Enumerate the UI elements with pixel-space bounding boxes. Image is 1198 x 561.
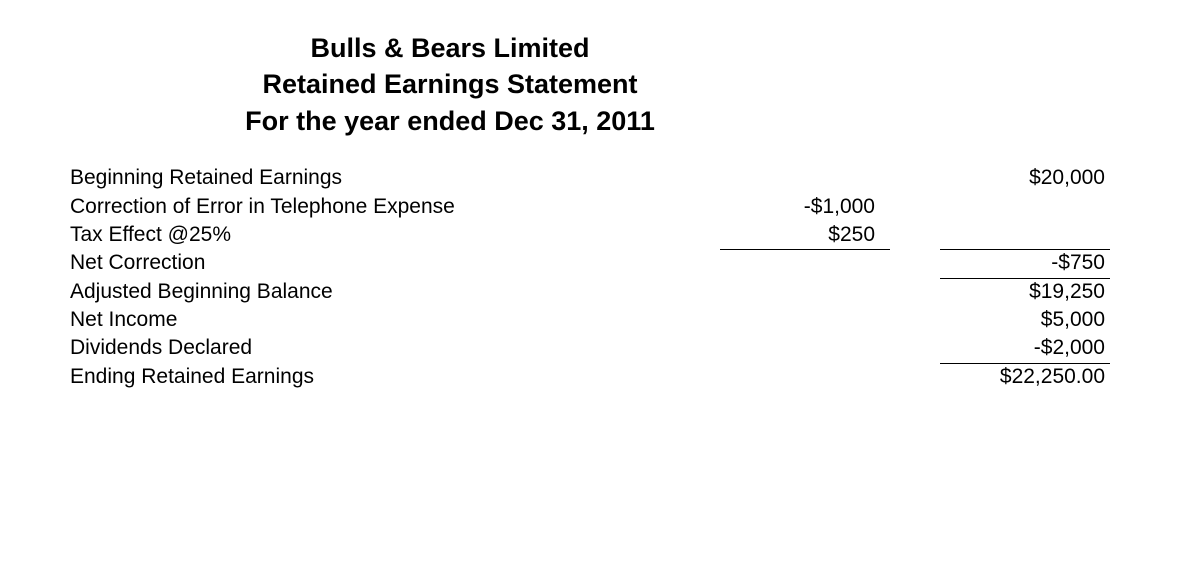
label: Tax Effect @25% [70,221,670,249]
col1 [670,363,890,391]
total-rule [940,363,1110,364]
row-dividends: Dividends Declared -$2,000 [70,334,1128,362]
company-name: Bulls & Bears Limited [200,30,700,66]
value: -$750 [1051,251,1105,274]
value: $22,250.00 [1000,365,1105,388]
col2: $20,000 [890,164,1110,192]
row-netincome: Net Income $5,000 [70,306,1128,334]
col1 [670,334,890,362]
col2 [890,193,1110,221]
col1 [670,278,890,306]
value: $19,250 [1029,280,1105,303]
row-adjusted: Adjusted Beginning Balance $19,250 [70,278,1128,306]
col1 [670,249,890,277]
col2: $19,250 [890,278,1110,306]
label: Dividends Declared [70,334,670,362]
col1 [670,164,890,192]
subtotal-rule-col2 [940,249,1110,250]
col2: -$750 [890,249,1110,277]
col2 [890,221,1110,249]
col2: $5,000 [890,306,1110,334]
col1 [670,306,890,334]
label: Beginning Retained Earnings [70,164,670,192]
col1: -$1,000 [670,193,890,221]
col2: -$2,000 [890,334,1110,362]
label: Net Correction [70,249,670,277]
label: Correction of Error in Telephone Expense [70,193,670,221]
label: Net Income [70,306,670,334]
col2: $22,250.00 [890,363,1110,391]
label: Adjusted Beginning Balance [70,278,670,306]
row-ending: Ending Retained Earnings $22,250.00 [70,363,1128,391]
subtotal-rule-col1 [720,249,890,250]
subtotal-rule [940,278,1110,279]
statement-title: Retained Earnings Statement [200,66,700,102]
row-correction: Correction of Error in Telephone Expense… [70,193,1128,221]
row-tax: Tax Effect @25% $250 [70,221,1128,249]
statement-table: Beginning Retained Earnings $20,000 Corr… [70,164,1128,391]
row-netcorrection: Net Correction -$750 [70,249,1128,277]
label: Ending Retained Earnings [70,363,670,391]
col1: $250 [670,221,890,249]
statement-header: Bulls & Bears Limited Retained Earnings … [200,30,700,139]
period-line: For the year ended Dec 31, 2011 [200,103,700,139]
row-beginning: Beginning Retained Earnings $20,000 [70,164,1128,192]
